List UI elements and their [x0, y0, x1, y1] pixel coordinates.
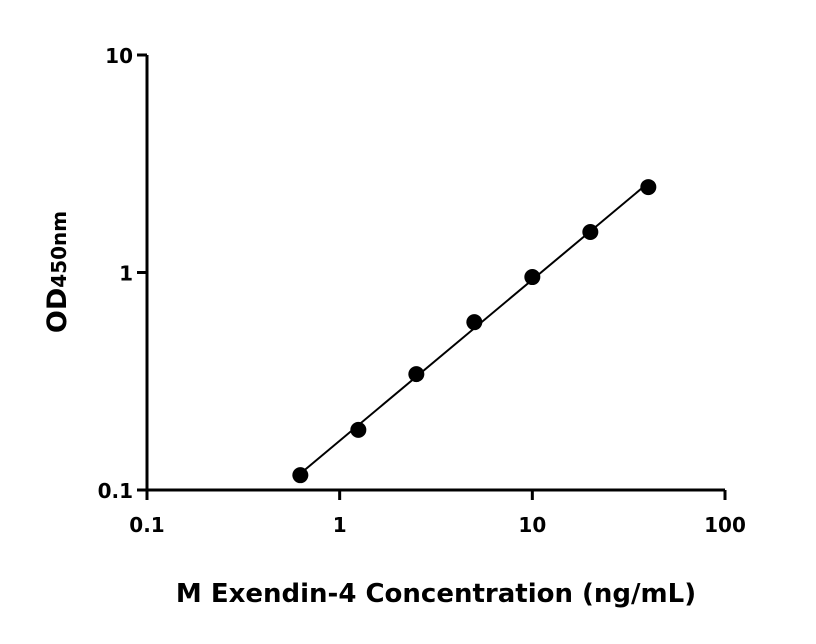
- y-axis-label-sub: 450nm: [47, 211, 71, 288]
- data-point: [466, 314, 483, 331]
- x-tick-label: 0.1: [129, 513, 164, 537]
- x-axis-label: M Exendin-4 Concentration (ng/mL): [176, 579, 696, 609]
- x-tick-label: 1: [333, 513, 347, 537]
- y-tick-label: 1: [119, 262, 133, 286]
- y-axis-label-main: OD: [42, 288, 73, 333]
- data-point: [582, 224, 599, 241]
- x-tick-label: 10: [518, 513, 546, 537]
- data-point: [408, 366, 425, 383]
- data-points: [292, 179, 657, 484]
- data-point: [292, 467, 309, 484]
- data-point: [640, 179, 657, 196]
- y-axis-label: OD450nm: [42, 211, 73, 333]
- y-tick-label: 10: [105, 44, 133, 68]
- y-tick-label: 0.1: [98, 479, 133, 503]
- data-point: [350, 421, 367, 438]
- x-tick-label: 100: [704, 513, 746, 537]
- axes: [145, 55, 725, 492]
- data-point: [524, 269, 541, 286]
- ticks: 0.1 1 10 100 0.1 1 10: [98, 44, 746, 537]
